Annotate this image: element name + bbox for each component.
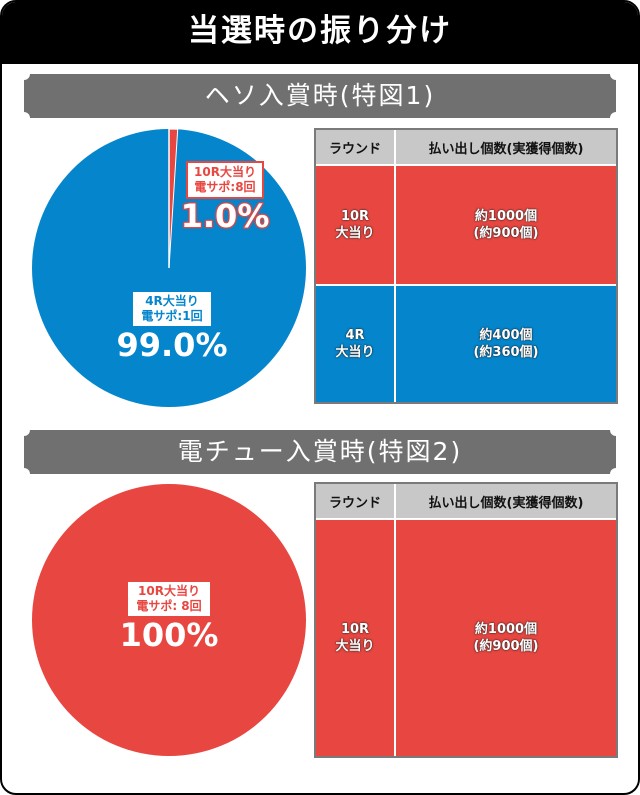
label-line2: 電サポ: 8回 — [136, 599, 202, 613]
pie-label-10r-denchu: 10R大当り 電サポ: 8回 100% — [99, 582, 239, 652]
label-line1: 10R大当り — [138, 584, 200, 598]
pie-chart-denchu — [32, 484, 306, 756]
table-row: 10R 大当り 約1000個 (約900個) — [316, 519, 616, 756]
pie-label-4r: 4R大当り 電サポ:1回 99.0% — [102, 292, 242, 362]
section-banner-heso: ヘソ入賞時(特図1) — [18, 68, 622, 124]
page-title: 当選時の振り分け — [2, 2, 638, 64]
cell-round: 4R 大当り — [316, 285, 396, 402]
pie-percent-10r: 1.0% — [180, 197, 271, 235]
cell-payout: 約1000個 (約900個) — [395, 165, 616, 287]
section-banner-denchu: 電チュー入賞時(特図2) — [18, 424, 622, 480]
section-banner-label: ヘソ入賞時(特図1) — [204, 81, 436, 110]
payout-table-heso: ラウンド 払い出し個数(実獲得個数) 10R 大当り 約1000個 (約900個… — [314, 128, 618, 404]
col-header-round: ラウンド — [316, 130, 396, 166]
pie-label-10r: 10R大当り 電サポ:8回 1.0% — [172, 161, 278, 235]
label-line1: 4R大当り — [145, 294, 199, 308]
table-row: 10R 大当り 約1000個 (約900個) — [316, 165, 616, 287]
cell-payout: 約400個 (約360個) — [473, 328, 539, 361]
payout-table-denchu: ラウンド 払い出し個数(実獲得個数) 10R 大当り 約1000個 (約900個… — [314, 482, 618, 758]
cell-payout: 約1000個 (約900個) — [473, 622, 539, 654]
table-row: 4R 大当り 約400個 (約360個) — [316, 285, 616, 402]
cell-round: 10R 大当り — [316, 519, 396, 756]
label-line2: 電サポ:1回 — [141, 309, 203, 323]
pie-percent-4r: 99.0% — [116, 326, 228, 364]
col-header-round: ラウンド — [316, 484, 396, 520]
col-header-payout: 払い出し個数(実獲得個数) — [395, 484, 616, 520]
cell-round: 10R 大当り — [316, 165, 396, 287]
col-header-payout: 払い出し個数(実獲得個数) — [395, 130, 616, 166]
section-banner-label: 電チュー入賞時(特図2) — [177, 437, 463, 466]
pie-slice-10r — [32, 484, 306, 756]
label-line2: 電サポ:8回 — [194, 180, 256, 194]
label-line1: 10R大当り — [194, 165, 256, 179]
pie-percent-10r-denchu: 100% — [119, 616, 219, 654]
